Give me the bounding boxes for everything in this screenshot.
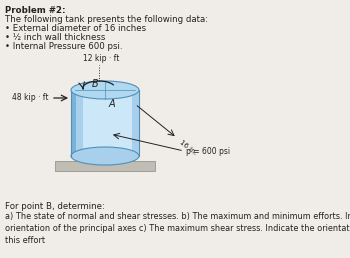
Ellipse shape [71, 147, 139, 165]
Polygon shape [55, 161, 155, 171]
Bar [71, 90, 76, 156]
Bar [71, 90, 83, 156]
Text: a) The state of normal and shear stresses. b) The maximum and minimum efforts. I: a) The state of normal and shear stresse… [5, 212, 350, 245]
Text: The following tank presents the following data:: The following tank presents the followin… [5, 15, 208, 24]
Text: p = 600 psi: p = 600 psi [186, 147, 230, 156]
Text: A: A [109, 99, 116, 109]
Ellipse shape [71, 81, 139, 99]
Text: • External diameter of 16 inches: • External diameter of 16 inches [5, 24, 146, 33]
Bar [132, 90, 139, 156]
Text: 12 kip · ft: 12 kip · ft [83, 54, 119, 63]
Text: • Internal Pressure 600 psi.: • Internal Pressure 600 psi. [5, 42, 122, 51]
Text: • ½ inch wall thickness: • ½ inch wall thickness [5, 33, 105, 42]
Text: Problem #2:: Problem #2: [5, 6, 65, 15]
Text: For point B, determine:: For point B, determine: [5, 202, 105, 211]
Bar [71, 90, 139, 156]
Text: B: B [92, 79, 98, 89]
Text: 16 in.: 16 in. [178, 139, 197, 156]
Text: 48 kip · ft: 48 kip · ft [13, 93, 49, 102]
